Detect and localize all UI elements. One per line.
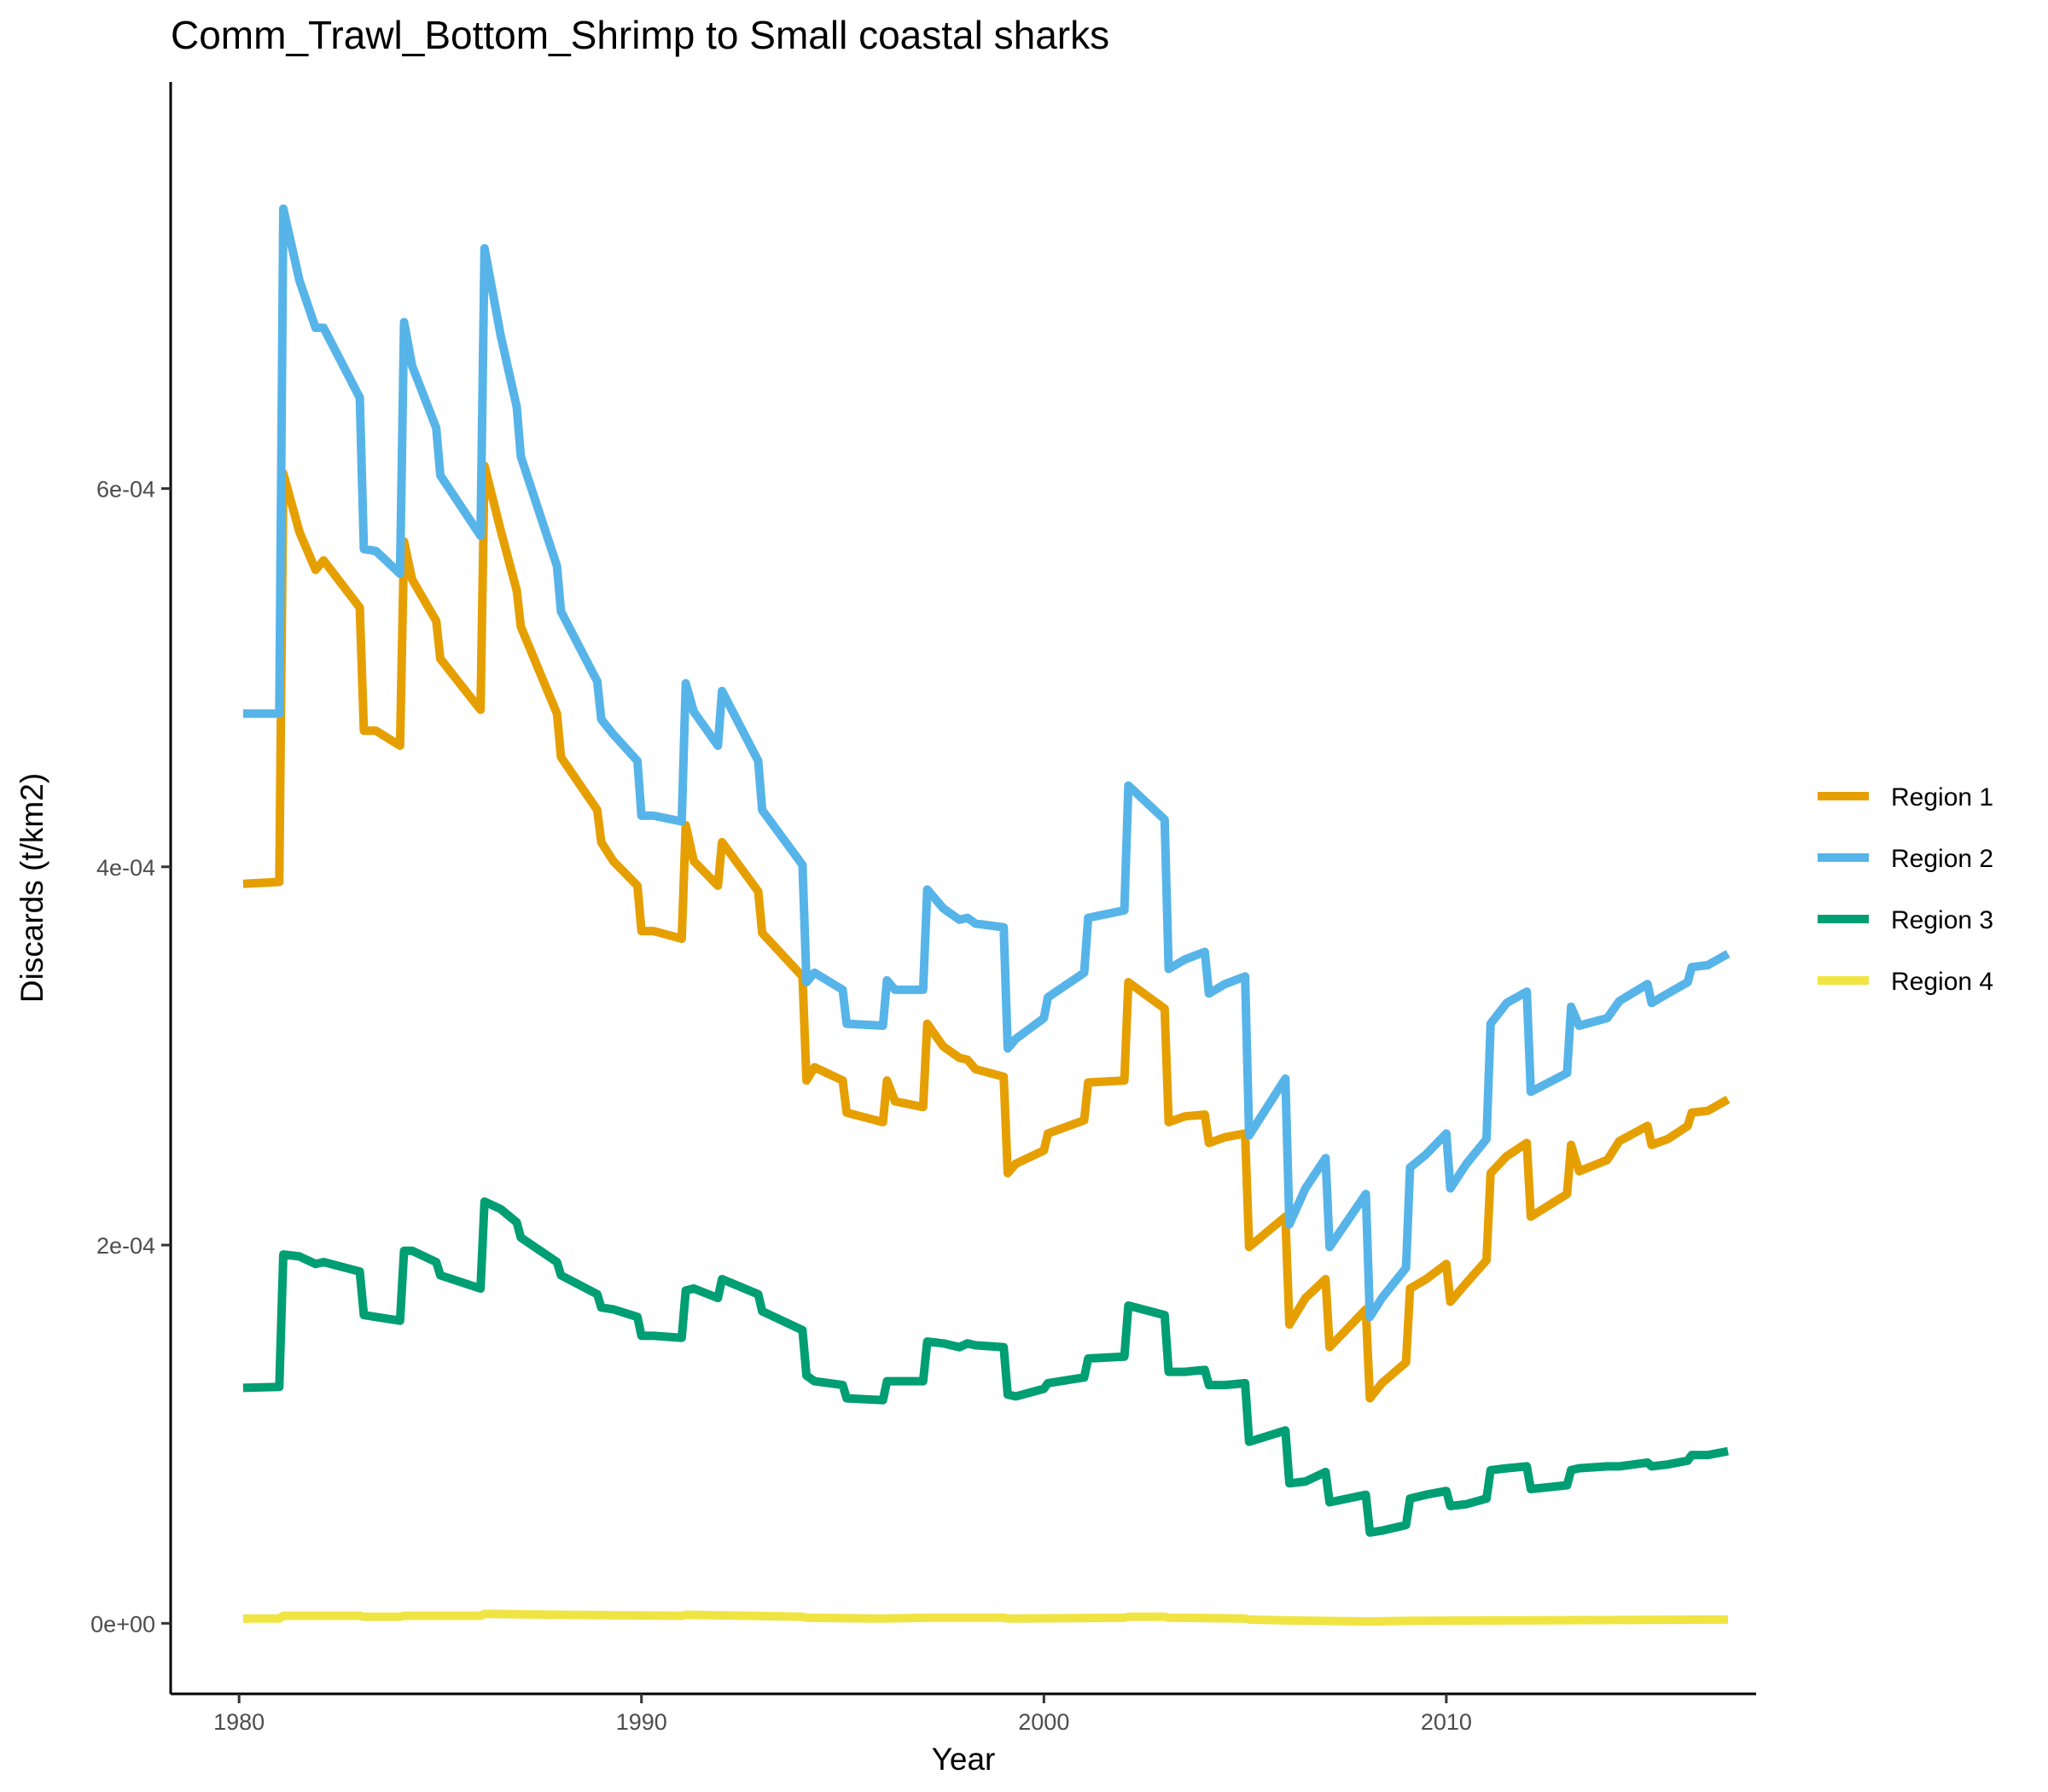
legend: Region 1 Region 2 Region 3 Region 4 — [1818, 783, 1993, 996]
series-line-region-4 — [242, 1609, 1729, 1626]
series-line-region-2 — [242, 204, 1731, 1322]
x-axis-title: Year — [932, 1742, 996, 1777]
y-tick-label: 6e-04 — [96, 477, 155, 503]
legend-label-region-4: Region 4 — [1891, 968, 1993, 996]
x-tick-label: 1990 — [616, 1709, 667, 1735]
chart-title: Comm_Trawl_Bottom_Shrimp to Small coasta… — [171, 13, 1110, 57]
legend-label-region-2: Region 2 — [1891, 845, 1993, 873]
y-axis-title: Discards (t/km2) — [15, 773, 49, 1003]
legend-label-region-1: Region 1 — [1891, 783, 1993, 812]
y-tick-label: 4e-04 — [96, 855, 155, 881]
series-layer — [242, 204, 1731, 1626]
legend-label-region-3: Region 3 — [1891, 906, 1993, 934]
y-tick-label: 0e+00 — [90, 1611, 155, 1637]
x-tick-label: 1980 — [213, 1709, 265, 1735]
x-tick-label: 2000 — [1018, 1709, 1069, 1735]
y-tick-label: 2e-04 — [96, 1233, 155, 1259]
axes-layer — [169, 82, 1756, 1696]
x-tick-label: 2010 — [1421, 1709, 1472, 1735]
series-line-region-1 — [242, 461, 1731, 1403]
y-ticks: 0e+00 2e-04 4e-04 6e-04 — [90, 477, 171, 1637]
series-line-region-3 — [242, 1197, 1729, 1537]
x-ticks: 1980 1990 2000 2010 — [213, 1694, 1472, 1735]
